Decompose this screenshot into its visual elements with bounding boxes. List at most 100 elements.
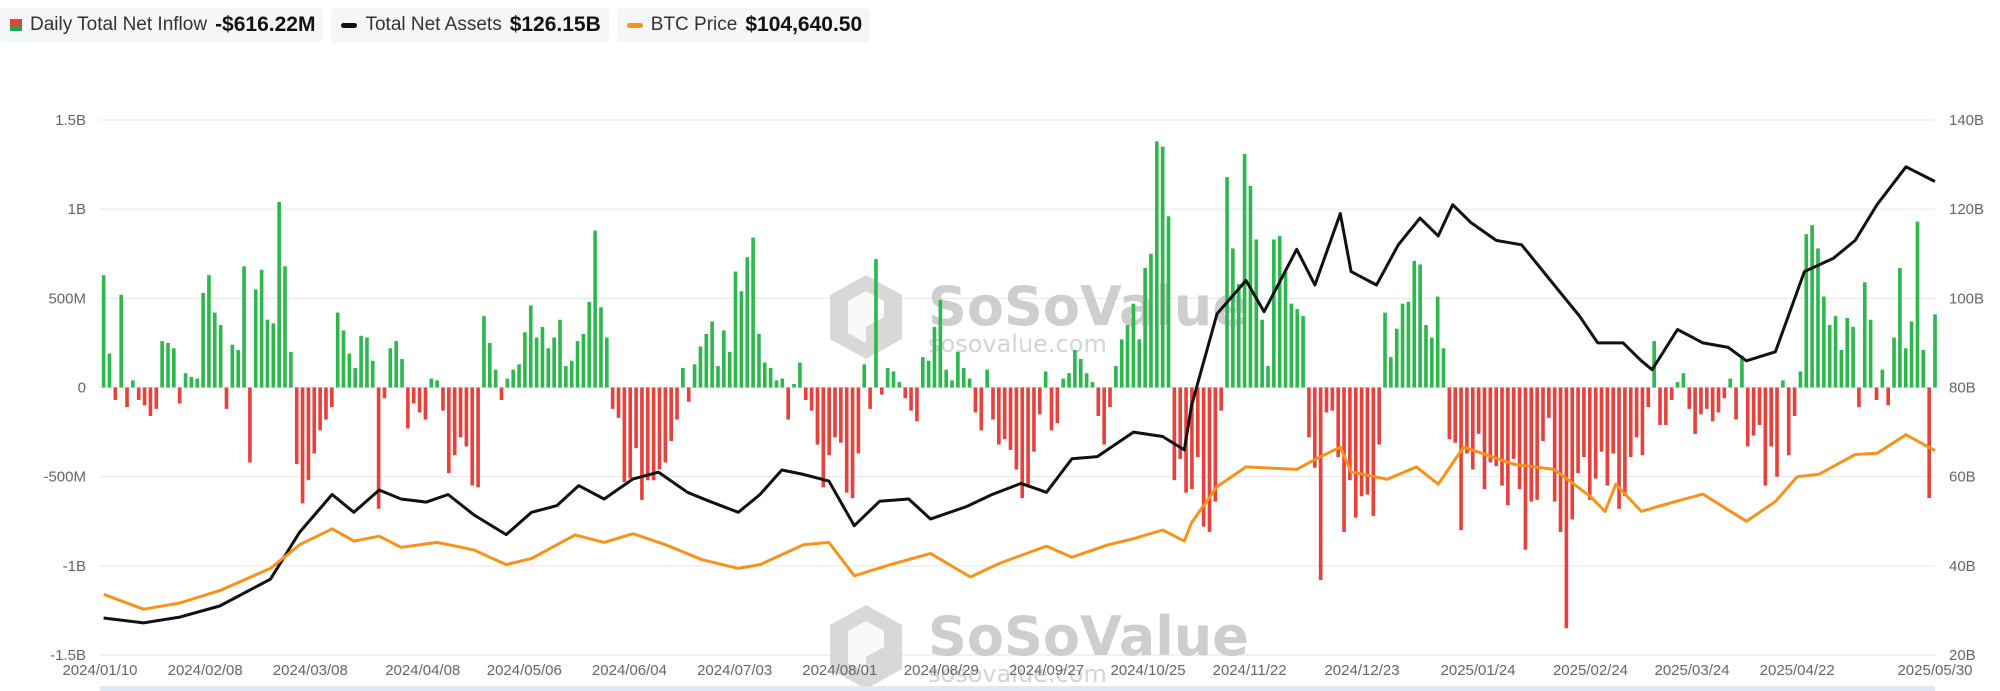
- net-inflow-bar: [1324, 387, 1329, 413]
- net-inflow-bar: [189, 376, 194, 388]
- y-left-tick-label: -1.5B: [50, 647, 86, 664]
- y-left-tick-label: 500M: [48, 290, 86, 307]
- net-inflow-bar: [1441, 348, 1446, 388]
- net-inflow-bar: [1675, 382, 1680, 388]
- net-inflow-bar: [1207, 387, 1212, 532]
- net-inflow-bar: [1254, 239, 1259, 388]
- legend-item-net-inflow[interactable]: Daily Total Net Inflow -$616.22M: [0, 8, 324, 42]
- net-inflow-bar: [1898, 268, 1902, 388]
- net-inflow-bar: [1804, 234, 1809, 388]
- net-inflow-bar: [306, 387, 311, 481]
- net-inflow-bar: [973, 387, 978, 413]
- net-inflow-bar: [1465, 387, 1469, 454]
- net-inflow-bar: [1149, 253, 1153, 388]
- net-inflow-bar: [1833, 316, 1838, 388]
- net-inflow-bar: [1810, 225, 1814, 388]
- y-left-tick-label: 1B: [68, 201, 86, 218]
- x-tick-label: 2024/08/01: [802, 662, 877, 679]
- net-inflow-bar: [1301, 316, 1305, 388]
- net-inflow-bar: [1026, 387, 1030, 488]
- net-inflow-bar: [136, 387, 141, 400]
- net-inflow-bar: [1400, 303, 1405, 388]
- net-inflow-bar: [704, 334, 709, 388]
- net-inflow-bar: [1605, 387, 1610, 486]
- net-inflow-bar: [1020, 387, 1025, 499]
- net-inflow-bar: [710, 321, 714, 388]
- net-inflow-bar: [616, 387, 621, 418]
- net-inflow-bar: [640, 387, 644, 500]
- net-inflow-bar: [733, 271, 738, 388]
- net-inflow-bar: [716, 366, 720, 388]
- net-inflow-bar: [1125, 325, 1130, 388]
- net-inflow-bar: [1418, 264, 1422, 388]
- net-inflow-bar: [1002, 387, 1007, 440]
- net-inflow-bar: [1318, 387, 1323, 581]
- net-inflow-bar: [1032, 387, 1036, 452]
- x-tick-label: 2024/04/08: [385, 662, 460, 679]
- net-inflow-bar: [1342, 387, 1346, 532]
- net-inflow-bar: [809, 387, 814, 411]
- net-inflow-bar: [1511, 387, 1516, 459]
- net-inflow-bar: [1798, 371, 1803, 388]
- net-inflow-bar: [815, 387, 820, 445]
- net-inflow-bar: [1453, 387, 1458, 443]
- net-inflow-bar: [1915, 221, 1920, 388]
- net-inflow-bar: [1862, 282, 1867, 388]
- x-tick-label: 2024/05/06: [487, 662, 562, 679]
- watermark-brand-bottom: SoSoValue: [928, 605, 1249, 668]
- net-inflow-bar: [1102, 387, 1106, 445]
- net-inflow-bar: [1172, 387, 1177, 481]
- net-inflow-bar: [1219, 387, 1223, 411]
- net-inflow-bar: [1868, 319, 1873, 388]
- watermark-logo-icon-top: [830, 275, 902, 359]
- net-inflow-bar: [1634, 387, 1639, 438]
- net-inflow-bar: [985, 369, 989, 388]
- net-inflow-bar: [1909, 321, 1914, 388]
- net-inflow-bar: [113, 387, 118, 400]
- x-tick-label: 2024/12/23: [1324, 662, 1399, 679]
- net-inflow-bar: [628, 387, 633, 479]
- net-inflow-bar: [353, 367, 358, 388]
- net-inflow-bar: [1312, 387, 1317, 468]
- net-inflow-bar: [774, 380, 779, 388]
- net-inflow-bar: [1043, 371, 1048, 388]
- net-inflow-bar: [739, 291, 744, 388]
- net-inflow-bar: [675, 387, 679, 420]
- chart-legend: Daily Total Net Inflow -$616.22M Total N…: [0, 8, 871, 42]
- net-inflow-bar: [142, 387, 147, 406]
- net-inflow-bar: [1371, 387, 1376, 516]
- net-inflow-bar: [1476, 387, 1481, 434]
- net-inflow-bar: [1406, 301, 1411, 388]
- net-inflow-bar: [1611, 387, 1616, 454]
- net-inflow-bar: [1488, 387, 1493, 463]
- net-inflow-bar: [722, 330, 726, 388]
- net-inflow-bar: [657, 387, 662, 470]
- net-inflow-bar: [464, 387, 469, 447]
- range-scrollbar[interactable]: [100, 686, 1935, 691]
- net-inflow-bar: [1880, 369, 1885, 388]
- legend-label-total-net-assets: Total Net Assets: [365, 14, 502, 35]
- net-inflow-bar: [1435, 296, 1440, 388]
- net-inflow-bar: [1084, 373, 1089, 388]
- axes: 1.5B 1B 500M 0 -500M -1B -1.5B 140B 120B 100B 80B 6…: [43, 112, 1984, 679]
- net-inflow-bar: [505, 378, 510, 388]
- net-inflow-bar: [347, 353, 352, 388]
- net-inflow-bar: [1582, 387, 1586, 458]
- net-inflow-bar: [1599, 387, 1604, 452]
- net-inflow-bar: [1014, 387, 1019, 470]
- net-inflow-bar: [265, 319, 270, 388]
- net-inflow-bar: [318, 387, 322, 431]
- legend-item-total-net-assets[interactable]: Total Net Assets $126.15B: [331, 8, 609, 42]
- net-inflow-bar: [1055, 387, 1060, 424]
- net-inflow-bar: [1277, 235, 1282, 388]
- net-inflow-bar: [370, 360, 375, 388]
- net-inflow-bar: [850, 387, 855, 499]
- net-inflow-bar: [1710, 387, 1715, 422]
- net-inflow-bar: [365, 337, 369, 388]
- net-inflow-bar: [1693, 387, 1697, 434]
- net-inflow-bar: [1740, 355, 1744, 388]
- net-inflow-bar: [236, 350, 241, 388]
- net-inflow-bar: [1769, 387, 1773, 447]
- net-inflow-bar: [523, 332, 527, 388]
- legend-item-btc-price[interactable]: BTC Price $104,640.50: [616, 8, 871, 42]
